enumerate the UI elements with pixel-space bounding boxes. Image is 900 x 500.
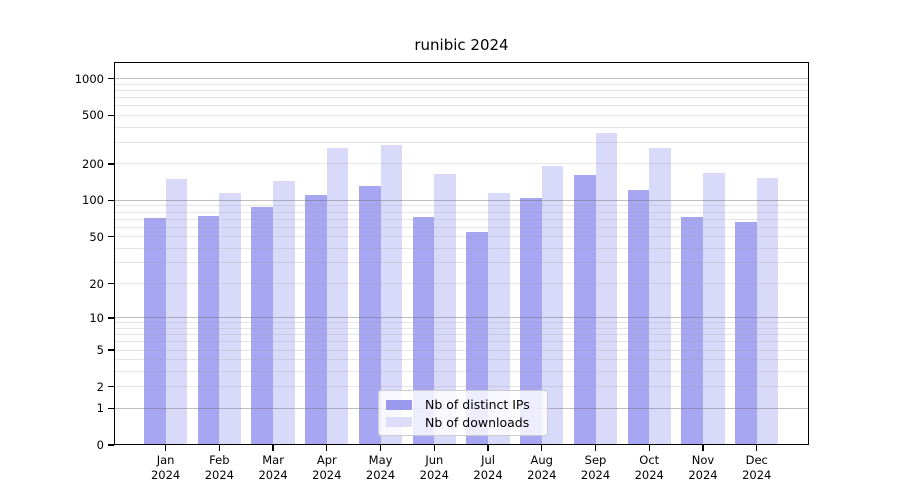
plot-area [114, 62, 809, 445]
x-tick-label-apr: Apr 2024 [312, 453, 342, 482]
bar-ips-dec [735, 222, 757, 445]
bar-downloads-apr [326, 148, 349, 445]
y-tick-mark-1000 [107, 78, 114, 80]
y-tick-label-10: 10 [89, 310, 104, 325]
y-tick-label-200: 200 [82, 156, 104, 171]
x-tick-mark-mar [272, 445, 274, 451]
bar-downloads-may [380, 144, 403, 445]
bar-downloads-sep [595, 132, 618, 445]
y-tick-label-100: 100 [82, 193, 104, 208]
bars-layer [114, 62, 809, 445]
bar-downloads-jun [434, 174, 456, 445]
x-tick-label-jul: Jul 2024 [473, 453, 503, 482]
legend: Nb of distinct IPs Nb of downloads [378, 390, 548, 436]
legend-item-distinct-ips: Nb of distinct IPs [386, 396, 539, 414]
y-tick-label-0: 0 [96, 438, 104, 452]
x-tick-mark-jul [487, 445, 489, 451]
x-tick-label-dec: Dec 2024 [742, 453, 772, 482]
bar-downloads-jul [488, 192, 510, 445]
x-tick-mark-jan [164, 445, 167, 451]
x-tick-label-nov: Nov 2024 [688, 453, 718, 482]
y-tick-mark-100 [107, 199, 114, 201]
y-tick-mark-2 [107, 386, 114, 388]
x-tick-label-jan: Jan 2024 [150, 453, 181, 482]
legend-item-downloads: Nb of downloads [386, 414, 539, 432]
bar-downloads-jan [165, 179, 188, 445]
bar-ips-oct [627, 190, 650, 445]
legend-swatch-distinct-ips [386, 399, 412, 410]
x-tick-mark-apr [326, 445, 328, 451]
x-tick-mark-nov [702, 445, 704, 451]
x-tick-label-sep: Sep 2024 [580, 453, 611, 482]
bar-downloads-aug [541, 165, 564, 445]
y-tick-mark-50 [107, 235, 114, 238]
bar-ips-mar [251, 207, 274, 445]
x-tick-mark-sep [594, 445, 597, 451]
legend-swatch-downloads [386, 417, 412, 428]
bar-ips-nov [681, 216, 703, 445]
x-tick-label-may: May 2024 [365, 453, 396, 482]
legend-label-downloads: Nb of downloads [425, 414, 530, 430]
x-tick-mark-jun [433, 445, 435, 451]
x-tick-mark-feb [218, 445, 220, 451]
bar-ips-may [358, 186, 381, 445]
y-tick-label-2: 2 [96, 379, 104, 394]
bar-downloads-mar [273, 180, 295, 445]
bar-downloads-nov [703, 173, 725, 445]
bar-ips-apr [305, 195, 327, 445]
bar-downloads-dec [756, 177, 779, 445]
x-tick-label-oct: Oct 2024 [634, 453, 664, 482]
y-tick-mark-10 [107, 317, 114, 319]
bar-ips-jun [412, 216, 435, 445]
y-tick-mark-5 [107, 349, 114, 351]
y-tick-label-20: 20 [89, 276, 104, 291]
bar-ips-sep [573, 174, 596, 445]
y-tick-mark-200 [107, 163, 114, 165]
bar-downloads-feb [219, 192, 241, 445]
bar-ips-feb [197, 216, 220, 445]
y-tick-label-500: 500 [82, 108, 104, 123]
x-tick-label-jun: Jun 2024 [419, 453, 449, 482]
x-tick-label-feb: Feb 2024 [204, 453, 234, 482]
chart-title: runibic 2024 [414, 36, 509, 54]
y-tick-label-5: 5 [96, 343, 104, 357]
y-tick-mark-1 [107, 407, 114, 409]
y-tick-label-1: 1 [96, 401, 104, 416]
y-tick-label-1000: 1000 [74, 71, 104, 86]
x-tick-mark-oct [648, 445, 650, 451]
y-tick-label-50: 50 [89, 229, 104, 244]
legend-label-distinct-ips: Nb of distinct IPs [425, 397, 530, 413]
y-tick-mark-20 [107, 282, 114, 285]
bar-downloads-oct [649, 148, 671, 445]
bar-ips-aug [520, 197, 542, 445]
x-tick-mark-dec [756, 445, 758, 451]
x-tick-label-aug: Aug 2024 [527, 453, 557, 482]
x-tick-mark-may [379, 445, 382, 451]
y-tick-mark-500 [107, 114, 114, 117]
x-tick-label-mar: Mar 2024 [258, 453, 288, 482]
y-tick-mark-0 [107, 444, 114, 446]
bar-ips-jan [144, 218, 166, 445]
x-tick-mark-aug [541, 445, 543, 451]
